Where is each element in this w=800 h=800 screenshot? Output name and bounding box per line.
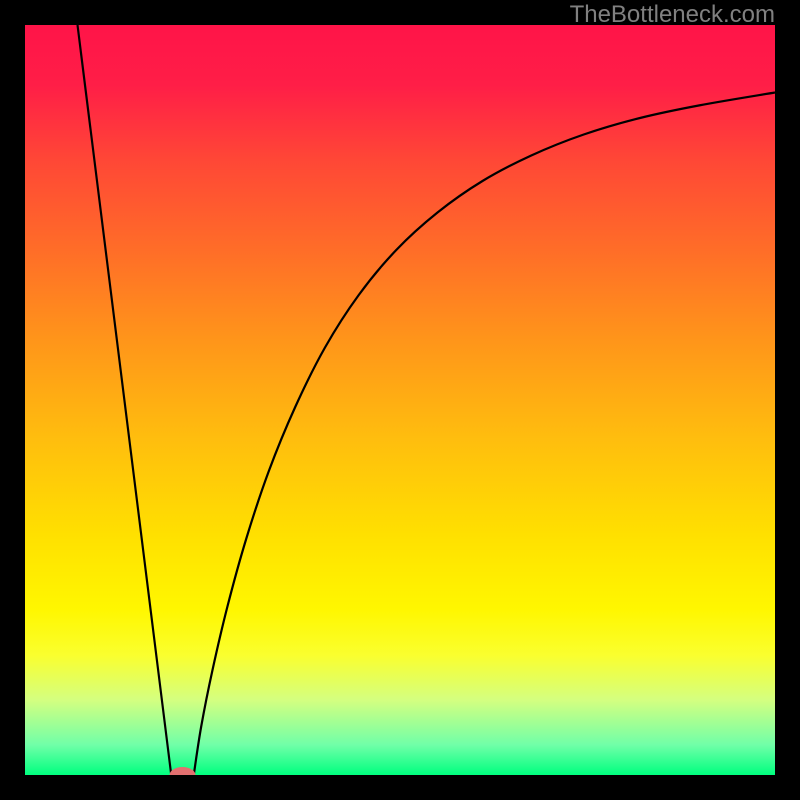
watermark: TheBottleneck.com	[570, 1, 775, 28]
chart-svg: TheBottleneck.com	[0, 0, 800, 800]
bottleneck-chart: TheBottleneck.com	[0, 0, 800, 800]
border-bottom	[0, 775, 800, 800]
border-left	[0, 0, 25, 800]
plot-background	[25, 25, 775, 775]
border-right	[775, 0, 800, 800]
